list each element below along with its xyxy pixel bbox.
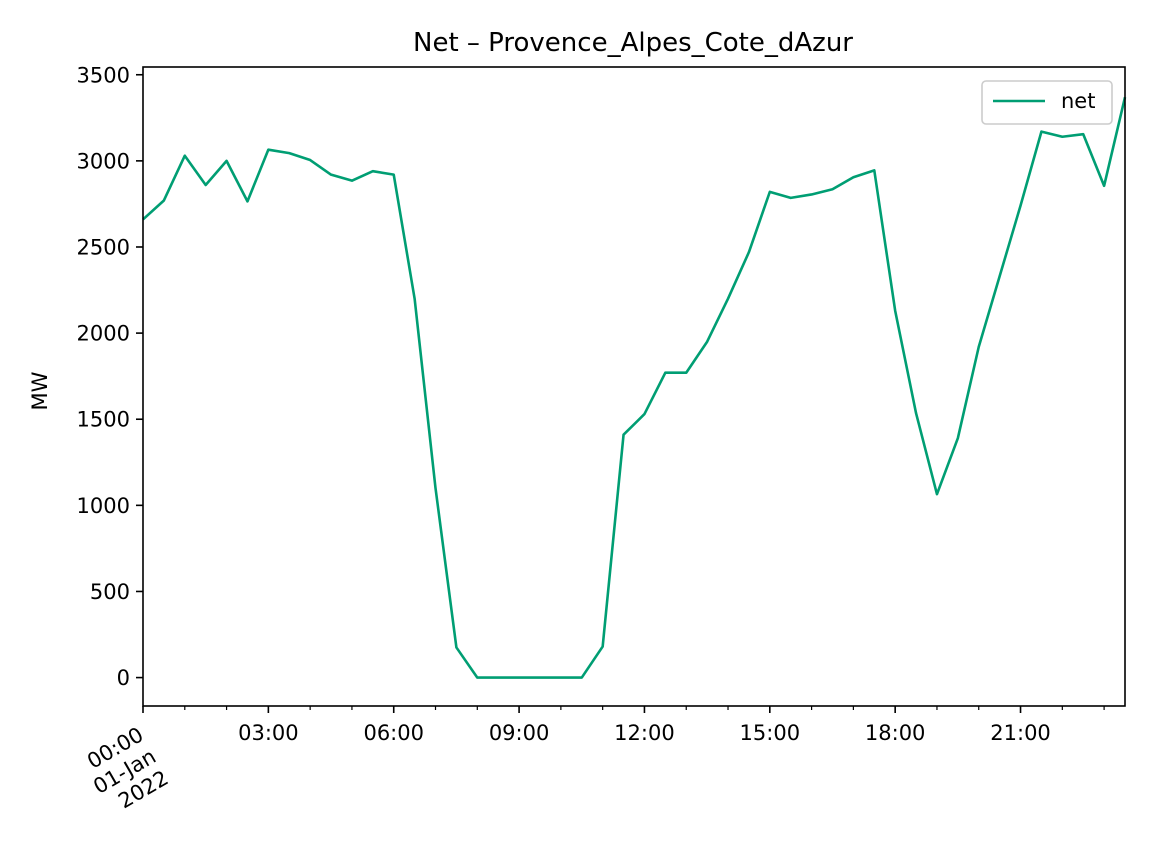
- x-tick-label: 09:00: [489, 721, 550, 745]
- y-tick-label: 1000: [77, 494, 130, 518]
- plot-frame: [142, 66, 1126, 707]
- y-axis-label: MW: [28, 371, 52, 410]
- x-axis: 03:00 06:00 09:00 12:00 15:00 18:00 21:00 00:00…: [77, 706, 1105, 820]
- x-tick-label: 03:00: [238, 721, 299, 745]
- y-tick-label: 500: [90, 580, 130, 604]
- x-tick-label: 15:00: [740, 721, 801, 745]
- y-tick-label: 3500: [77, 63, 130, 87]
- y-tick-label: 0: [117, 666, 130, 690]
- x-tick-label: 12:00: [614, 721, 675, 745]
- y-tick-label: 2000: [77, 322, 130, 346]
- y-tick-label: 1500: [77, 408, 130, 432]
- x-tick-label: 21:00: [990, 721, 1051, 745]
- x-tick-label-first: 00:0001-Jan2022: [77, 722, 173, 820]
- y-axis: 0 500 1000 1500 2000 2500 3000 3500: [77, 63, 143, 690]
- chart-title: Net – Provence_Alpes_Cote_dAzur: [413, 28, 853, 58]
- x-tick-label: 18:00: [865, 721, 926, 745]
- y-tick-label: 3000: [77, 149, 130, 173]
- y-tick-label: 2500: [77, 235, 130, 259]
- x-tick-label: 06:00: [363, 721, 424, 745]
- legend-label-net: net: [1061, 89, 1095, 113]
- plot-area: [142, 96, 1127, 679]
- series-line-net: [142, 96, 1127, 679]
- legend: net: [981, 80, 1113, 125]
- legend-box: [981, 80, 1113, 125]
